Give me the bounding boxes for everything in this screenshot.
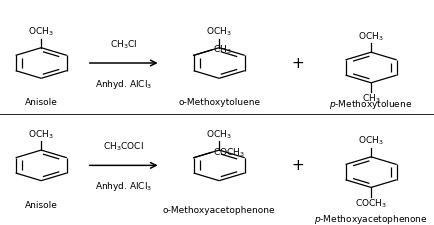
Text: +: + bbox=[291, 158, 304, 173]
Text: OCH$_3$: OCH$_3$ bbox=[358, 135, 384, 147]
Text: $p$-Methoxyacetophenone: $p$-Methoxyacetophenone bbox=[314, 213, 428, 225]
Text: o-Methoxyacetophenone: o-Methoxyacetophenone bbox=[163, 206, 276, 215]
Text: OCH$_3$: OCH$_3$ bbox=[206, 128, 232, 141]
Text: o-Methoxytoluene: o-Methoxytoluene bbox=[178, 98, 260, 107]
Text: COCH$_3$: COCH$_3$ bbox=[355, 197, 387, 210]
Text: $p$-Methoxytoluene: $p$-Methoxytoluene bbox=[329, 98, 413, 111]
Text: COCH$_3$: COCH$_3$ bbox=[213, 146, 245, 159]
Text: +: + bbox=[291, 56, 304, 70]
Text: OCH$_3$: OCH$_3$ bbox=[28, 26, 54, 38]
Text: CH$_3$: CH$_3$ bbox=[362, 92, 380, 105]
Text: CH$_3$COCl: CH$_3$COCl bbox=[103, 140, 144, 153]
Text: OCH$_3$: OCH$_3$ bbox=[206, 26, 232, 38]
Text: CH$_3$Cl: CH$_3$Cl bbox=[110, 38, 138, 51]
Text: CH$_3$: CH$_3$ bbox=[213, 44, 231, 56]
Text: OCH$_3$: OCH$_3$ bbox=[28, 128, 54, 141]
Text: Anhyd. AlCl$_3$: Anhyd. AlCl$_3$ bbox=[95, 78, 152, 91]
Text: Anisole: Anisole bbox=[25, 201, 58, 210]
Text: OCH$_3$: OCH$_3$ bbox=[358, 30, 384, 43]
Text: Anhyd. AlCl$_3$: Anhyd. AlCl$_3$ bbox=[95, 180, 152, 193]
Text: Anisole: Anisole bbox=[25, 98, 58, 107]
